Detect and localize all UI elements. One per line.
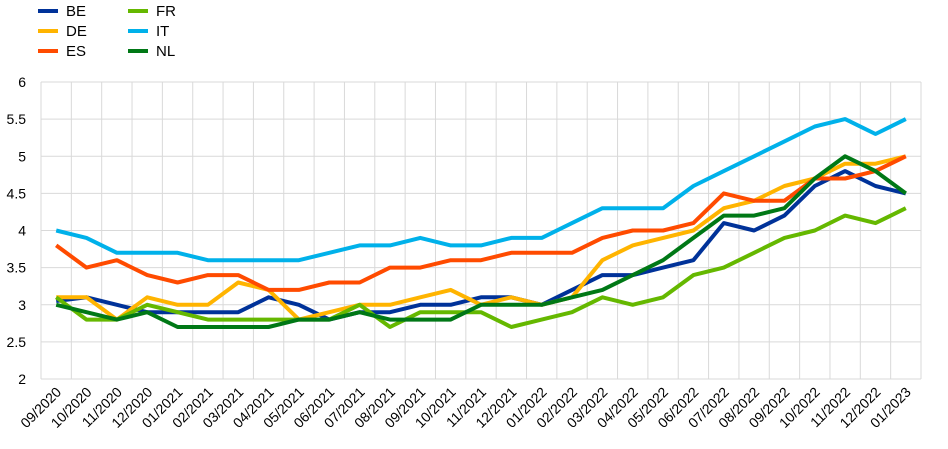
series-line-fr (55, 206, 907, 329)
y-tick-label: 3.5 (7, 260, 27, 276)
legend-swatch (38, 49, 58, 53)
y-tick-label: 3 (18, 297, 26, 313)
legend-label: BE (66, 2, 87, 20)
y-tick-label: 4.5 (7, 185, 27, 201)
series-line-nl (55, 154, 907, 329)
legend-label: NL (156, 42, 176, 60)
legend-item-nl: NL (128, 40, 175, 62)
series-lines (55, 117, 907, 329)
legend-item-fr: FR (128, 0, 176, 22)
legend-item-de: DE (38, 20, 87, 42)
series-line-it (55, 117, 907, 263)
y-tick-label: 5 (18, 148, 26, 164)
legend-item-es: ES (38, 40, 86, 62)
series-line-be (55, 169, 907, 322)
y-tick-label: 6 (18, 74, 26, 90)
y-tick-label: 4 (18, 223, 26, 239)
series-line-es (55, 154, 907, 292)
legend-label: FR (156, 2, 176, 20)
legend-label: DE (66, 22, 87, 40)
legend-swatch (128, 29, 148, 33)
y-tick-label: 2 (18, 371, 26, 387)
legend-swatch (38, 9, 58, 13)
x-axis-tick-labels: 09/202010/202011/202012/202001/202102/20… (17, 384, 914, 431)
y-tick-label: 5.5 (7, 111, 27, 127)
legend-swatch (128, 49, 148, 53)
legend-item-be: BE (38, 0, 86, 22)
legend-item-it: IT (128, 20, 169, 42)
gridlines (40, 81, 922, 380)
series-line-de (56, 154, 907, 322)
legend: BE DE ES FR IT NL (38, 0, 238, 60)
legend-swatch (128, 9, 148, 13)
y-tick-label: 2.5 (7, 334, 27, 350)
legend-swatch (38, 29, 58, 33)
legend-label: IT (156, 22, 170, 40)
legend-label: ES (66, 42, 87, 60)
y-axis-tick-labels: 2 2.5 3 3.5 4 4.5 5 5.5 6 (7, 74, 27, 387)
